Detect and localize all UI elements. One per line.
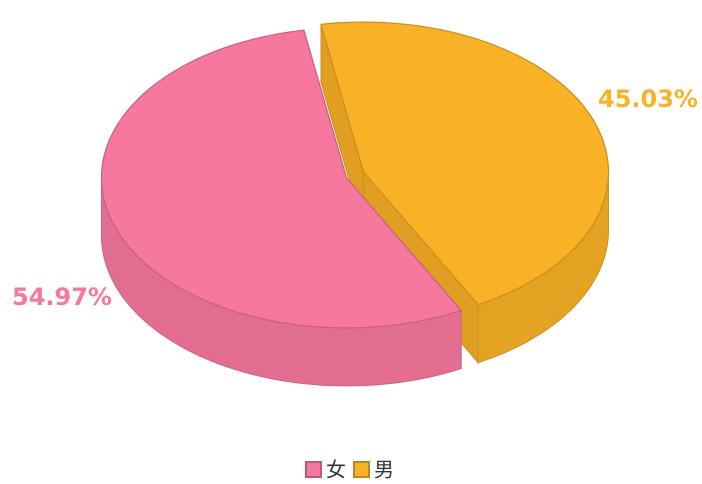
- pie-slice: [100, 29, 463, 329]
- legend-swatch: [305, 461, 322, 478]
- value-label: 45.03%: [598, 85, 698, 113]
- value-label: 54.97%: [12, 283, 112, 311]
- legend-swatch: [353, 461, 370, 478]
- legend-label: 男: [374, 458, 394, 482]
- legend-label: 女: [326, 458, 346, 482]
- pie-slice: [320, 21, 610, 306]
